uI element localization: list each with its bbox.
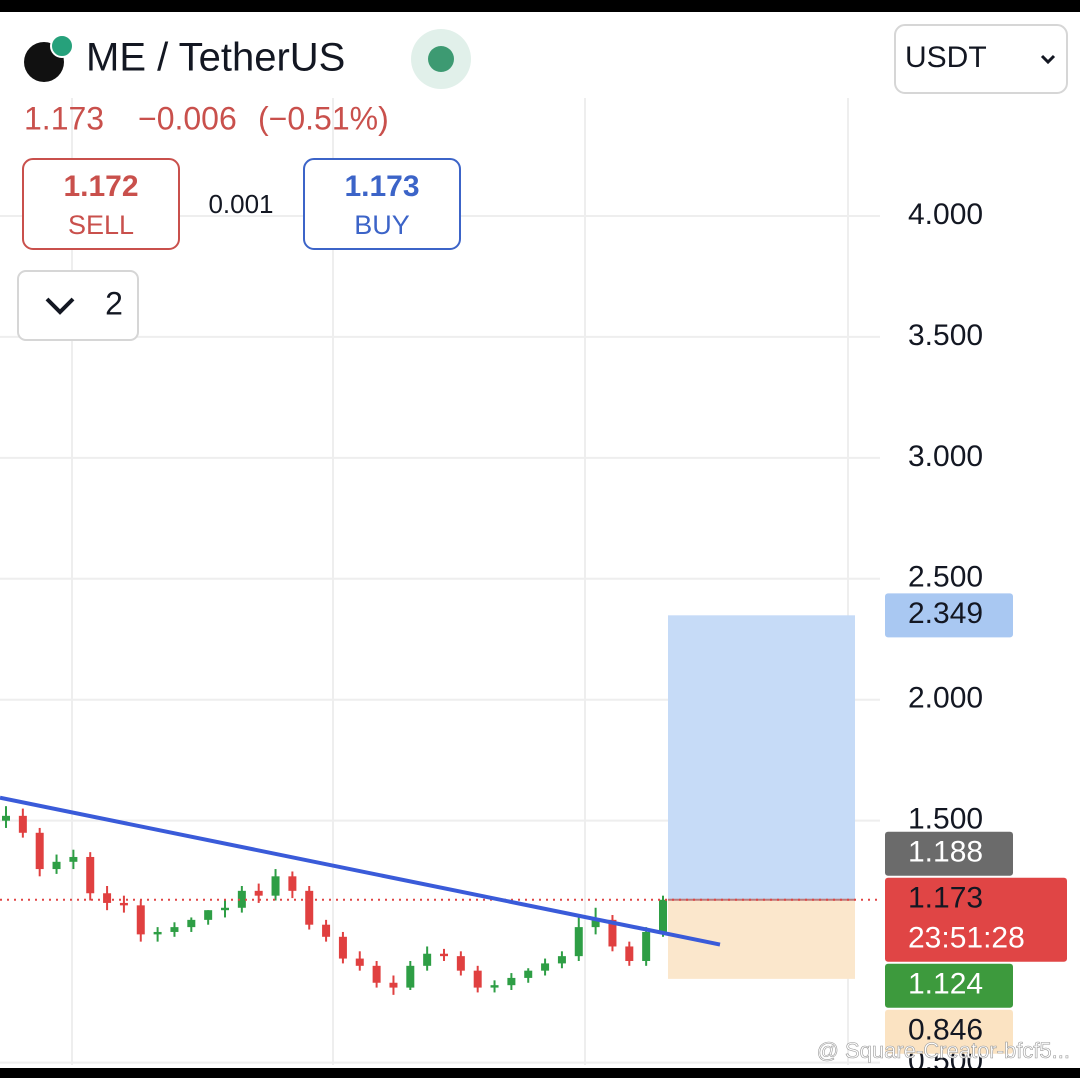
select-chevron (1040, 54, 1056, 65)
buy-price: 1.173 (344, 170, 419, 203)
price-label-box (885, 831, 1013, 876)
candle-body (541, 963, 550, 971)
price-label: 1.188 (908, 836, 983, 869)
buy-button[interactable]: 1.173 BUY (303, 158, 461, 250)
price-label: 1.173 (908, 882, 983, 915)
status-dot (428, 46, 454, 72)
candle-body (204, 910, 213, 920)
price-label-box (885, 963, 1013, 1008)
candle-body (625, 946, 634, 961)
candle-body (473, 970, 482, 988)
currency-select[interactable]: USDT (894, 24, 1068, 94)
candle-body (86, 856, 95, 894)
candle-body (591, 919, 600, 928)
candle-body (557, 956, 566, 964)
candle-body (355, 958, 364, 966)
candle-body (254, 890, 263, 896)
candle-body (187, 919, 196, 928)
price-label: 2.349 (908, 597, 983, 630)
select-box (894, 24, 1068, 94)
candle-body (440, 953, 448, 957)
candle-body (237, 890, 246, 908)
indicator-count: 2 (105, 285, 123, 321)
candle-body (642, 931, 651, 961)
price-label-box (885, 1009, 1013, 1054)
symbol: ME / TetherUS (86, 36, 345, 80)
y-tick-label: 2.500 (908, 561, 983, 594)
candle-body (305, 890, 314, 925)
candle-body (153, 931, 162, 935)
candle-body (456, 956, 465, 971)
y-tick-label: 3.500 (908, 319, 983, 352)
candle-body (507, 977, 516, 986)
top-bar (0, 0, 1080, 12)
candle-body (271, 876, 280, 896)
candle-body (103, 893, 112, 903)
candle-body (524, 970, 533, 978)
candle-body (119, 902, 128, 906)
candle-body (2, 815, 10, 821)
watermark: @ Square-Creator-bfcf5... (817, 1038, 1070, 1063)
candle-body (338, 936, 347, 959)
sell-price: 1.172 (63, 170, 138, 203)
buy-label: BUY (354, 210, 410, 240)
candle-body (288, 876, 297, 891)
price-label: 0.846 (908, 1014, 983, 1047)
y-tick-label: 1.500 (908, 803, 983, 836)
target-zone (668, 615, 855, 900)
price-label-box (885, 877, 1067, 962)
chevron (45, 297, 75, 315)
candle-body (136, 905, 145, 935)
price-label-box (885, 593, 1013, 638)
sell-label: SELL (68, 210, 134, 240)
candle-body (35, 832, 44, 870)
candle-body (490, 985, 499, 988)
candle-body (322, 924, 331, 937)
tether-logo (50, 34, 74, 58)
currency: USDT (905, 41, 987, 74)
candle-body (52, 861, 61, 870)
spread: 0.001 (208, 189, 273, 219)
candle-body (423, 953, 432, 966)
y-tick-label: 2.000 (908, 682, 983, 715)
candle-body (18, 815, 27, 833)
candle-body (389, 982, 398, 988)
price-label: 1.124 (908, 968, 983, 1001)
change-pct: (−0.51%) (258, 100, 389, 136)
toggle-box (17, 270, 139, 341)
candle-body (372, 965, 381, 983)
sell-box (22, 158, 180, 250)
candle-body (69, 856, 78, 862)
sell-button[interactable]: 1.172 SELL (22, 158, 180, 250)
candle-body (170, 927, 179, 932)
y-tick-label: 4.000 (908, 198, 983, 231)
buy-box (303, 158, 461, 250)
candle-body (659, 899, 667, 932)
candle-body (574, 927, 583, 957)
trendline (0, 795, 721, 947)
bottom-bar (0, 1068, 1080, 1078)
candle-body (221, 907, 229, 911)
indicators-toggle[interactable]: 2 (17, 270, 139, 341)
change: −0.006 (138, 100, 237, 136)
countdown: 23:51:28 (908, 922, 1025, 955)
candle-body (608, 919, 617, 947)
y-tick-label: 3.000 (908, 440, 983, 473)
last-price: 1.173 (24, 100, 104, 136)
candle-body (406, 965, 415, 988)
